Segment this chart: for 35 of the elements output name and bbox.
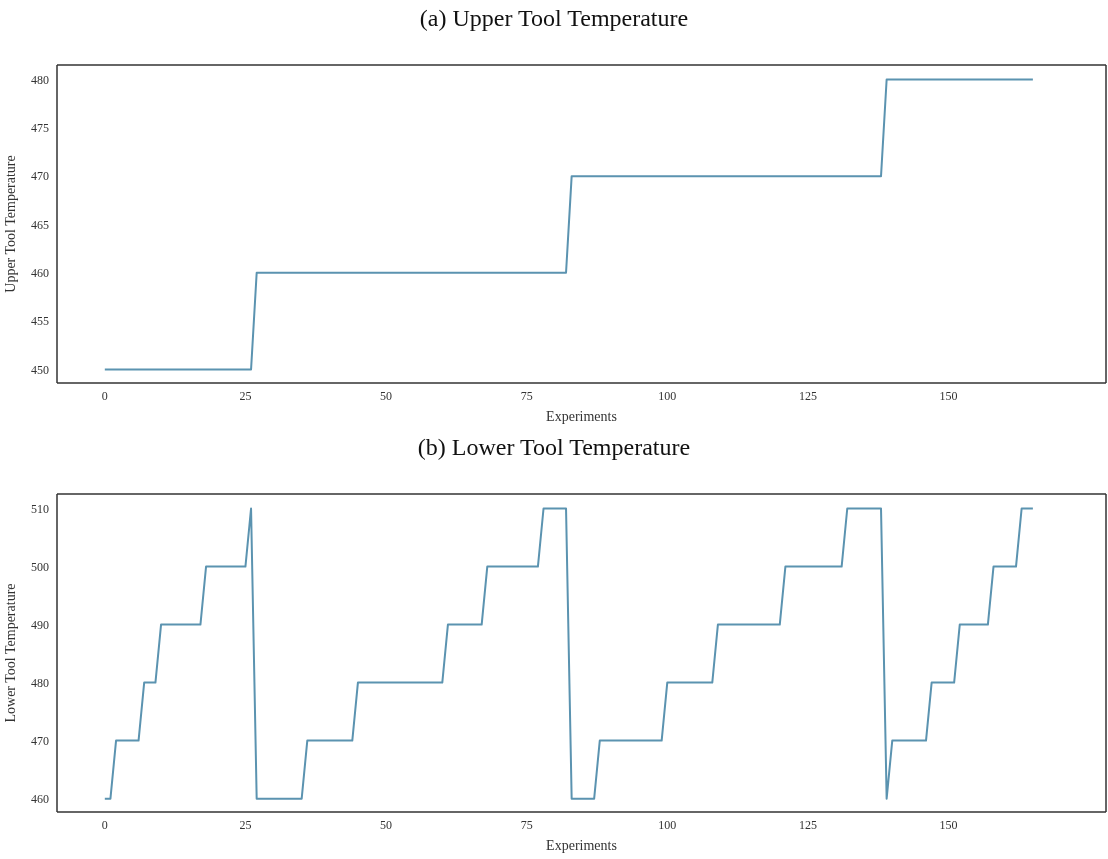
y-tick-label: 450 [31, 362, 49, 377]
x-tick-label: 0 [101, 388, 108, 403]
x-tick-label: 50 [380, 817, 393, 832]
chart-title: (a) Upper Tool Temperature [418, 4, 690, 33]
y-tick-label: 510 [31, 501, 49, 516]
y-tick-label: 460 [31, 791, 49, 806]
y-tick-label: 500 [31, 559, 49, 574]
x-tick-label: 150 [939, 388, 958, 403]
chart-title: (b) Lower Tool Temperature [416, 433, 692, 462]
y-tick-label: 480 [31, 675, 49, 690]
y-tick-label: 460 [31, 266, 49, 281]
line-series [103, 78, 1034, 371]
x-tick-label: 75 [520, 388, 533, 403]
y-tick-label: 470 [31, 169, 49, 184]
y-tick-label: 470 [31, 733, 49, 748]
x-tick-label: 125 [798, 388, 817, 403]
x-tick-label: 25 [239, 817, 252, 832]
y-tick-label: 465 [31, 217, 49, 232]
x-tick-label: 25 [239, 388, 252, 403]
x-tick-label: 75 [520, 817, 533, 832]
x-axis-title: Experiments [546, 409, 617, 424]
x-tick-label: 100 [658, 817, 677, 832]
x-tick-label: 125 [798, 817, 817, 832]
x-tick-label: 150 [939, 817, 958, 832]
x-tick-label: 0 [101, 817, 108, 832]
x-axis-title: Experiments [546, 838, 617, 853]
y-axis-title: Upper Tool Temperature [2, 155, 18, 293]
y-tick-label: 480 [31, 72, 49, 87]
y-tick-label: 455 [31, 314, 49, 329]
y-tick-label: 490 [31, 617, 49, 632]
y-axis-title: Lower Tool Temperature [2, 583, 18, 723]
x-tick-label: 100 [658, 388, 677, 403]
line-series [103, 507, 1034, 800]
x-tick-label: 50 [380, 388, 393, 403]
y-tick-label: 475 [31, 121, 49, 136]
